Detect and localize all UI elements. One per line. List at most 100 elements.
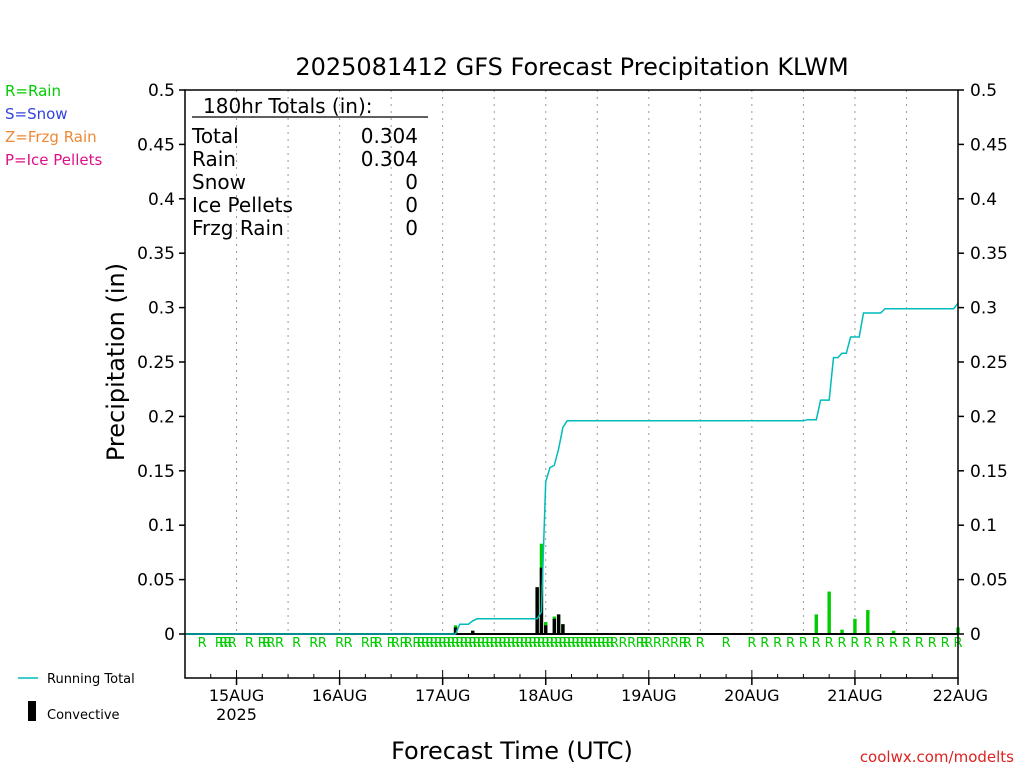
ptype-marker: R [520, 636, 529, 651]
ptype-marker: R [541, 636, 550, 651]
rain-bar [827, 591, 831, 634]
rain-bar [891, 630, 896, 634]
ptype-marker: R [477, 636, 486, 651]
ptype-marker: R [653, 636, 662, 651]
ptype-marker: R [606, 636, 615, 651]
totals-box: 180hr Totals (in): Total 0.304 Rain 0.304 Sno… [191, 94, 428, 240]
ptype-marker: R [404, 636, 413, 651]
ptype-marker: R [567, 636, 576, 651]
ptype-legend-entry: S=Snow [5, 105, 68, 123]
rain-bar [853, 618, 857, 634]
rain-bar [814, 614, 818, 634]
ptype-marker: R [391, 636, 400, 651]
ptype-marker: R [434, 636, 443, 651]
ptype-marker: R [511, 636, 520, 651]
ptype-marker: R [430, 636, 439, 651]
ptype-marker: R [215, 636, 224, 651]
ptype-marker: R [485, 636, 494, 651]
ptype-marker: R [747, 636, 756, 651]
plot-frame [184, 89, 959, 679]
ptype-marker: R [546, 636, 555, 651]
ptype-marker: R [266, 636, 275, 651]
ptype-legend-entry: P=Ice Pellets [5, 151, 102, 169]
totals-row-label: Ice Pellets [192, 193, 293, 217]
ptype-marker: R [421, 636, 430, 651]
y-tick-label-right: 0.15 [970, 462, 1008, 482]
ptype-marker: R [417, 636, 426, 651]
ptype-marker: R [481, 636, 490, 651]
ptype-marker: R [760, 636, 769, 651]
y-tick-label: 0.4 [148, 190, 175, 210]
running-total-series [185, 302, 959, 635]
ptype-marker: R [344, 636, 353, 651]
totals-row-label: Frzg Rain [192, 216, 284, 240]
ptype-marker: R [825, 636, 834, 651]
ptype-marker: R [275, 636, 284, 651]
ptype-marker: R [309, 636, 318, 651]
ptype-marker: R [627, 636, 636, 651]
ptype-marker: R [387, 636, 396, 651]
totals-row-label: Rain [192, 147, 236, 171]
ptype-marker: R [838, 636, 847, 651]
convective-bar [556, 614, 561, 634]
ptype-marker: R [245, 636, 254, 651]
chart-title: 2025081412 GFS Forecast Precipitation KL… [295, 53, 848, 81]
ptype-marker: R [425, 636, 434, 651]
ptype-marker: R [876, 636, 885, 651]
ptype-marker: R [464, 636, 473, 651]
ptype-marker: R [507, 636, 516, 651]
ptype-marker: R [219, 636, 228, 651]
ptype-legend: R=Rain S=Snow Z=Frzg Rain P=Ice Pellets [5, 82, 102, 169]
totals-header: 180hr Totals (in): [203, 94, 373, 118]
ptype-legend-entry: Z=Frzg Rain [5, 128, 97, 146]
ptype-marker: R [554, 636, 563, 651]
y-tick-label-right: 0.5 [970, 81, 997, 101]
y-tick-label: 0.25 [137, 353, 175, 373]
totals-row-value: 0.304 [361, 147, 418, 171]
convective-bar [552, 618, 557, 634]
x-axis-label: Forecast Time (UTC) [391, 737, 633, 765]
credit-text: coolwx.com/modelts [860, 748, 1014, 766]
y-tick-label: 0.35 [137, 244, 175, 264]
ptype-marker: R [494, 636, 503, 651]
ptype-marker: R [369, 636, 378, 651]
rain-bar [866, 610, 870, 634]
ptype-marker: R [941, 636, 950, 651]
ptype-marker: R [722, 636, 731, 651]
ptype-marker: R [537, 636, 546, 651]
series-legend: Running Total Convective [18, 672, 135, 723]
convective-bar [453, 627, 458, 634]
convective-bar [535, 587, 539, 634]
ptype-marker: R [576, 636, 585, 651]
ptype-marker: R [601, 636, 610, 651]
ptype-marker: R [468, 636, 477, 651]
ptype-marker: R [262, 636, 271, 651]
ptype-marker: R [524, 636, 533, 651]
ptype-marker: R [438, 636, 447, 651]
y-tick-label-right: 0.3 [970, 299, 997, 319]
y-tick-label: 0.45 [137, 135, 175, 155]
y-axis-right: 0 0.05 0.1 0.15 0.2 0.25 0.3 0.35 0.4 0.45 0.5 [958, 81, 1008, 645]
running-total-line [185, 302, 959, 635]
ptype-marker: R [223, 636, 232, 651]
x-tick-label: 17AUG [415, 686, 470, 705]
ptype-marker: R [528, 636, 537, 651]
ptype-marker: R [812, 636, 821, 651]
y-tick-label-right: 0.35 [970, 244, 1008, 264]
legend-label: Convective [47, 708, 120, 723]
y-tick-label-right: 0.2 [970, 407, 997, 427]
legend-label: Running Total [47, 672, 135, 687]
x-tick-label: 20AUG [724, 686, 779, 705]
x-tick-label: 16AUG [312, 686, 367, 705]
convective-bar [544, 625, 548, 634]
ptype-marker: R [786, 636, 795, 651]
ptype-marker: R [442, 636, 451, 651]
totals-row-label: Snow [192, 170, 246, 194]
ptype-marker: R [773, 636, 782, 651]
totals-row-value: 0 [405, 193, 418, 217]
totals-row-value: 0 [405, 216, 418, 240]
x-tick-sublabel: 2025 [216, 705, 257, 724]
ptype-marker: R [550, 636, 559, 651]
